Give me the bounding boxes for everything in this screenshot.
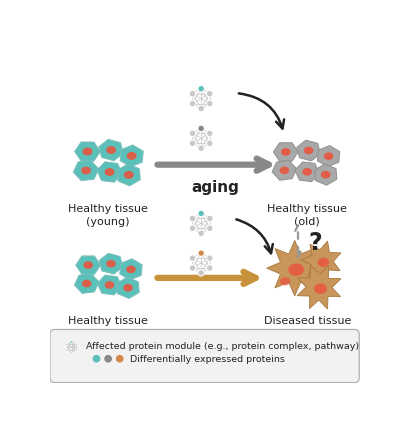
Polygon shape xyxy=(314,165,337,186)
Text: Differentially expressed proteins: Differentially expressed proteins xyxy=(130,354,285,363)
Circle shape xyxy=(189,141,196,147)
Circle shape xyxy=(66,344,68,346)
Text: ?: ? xyxy=(308,230,322,254)
Ellipse shape xyxy=(105,169,114,177)
Circle shape xyxy=(198,270,204,276)
Ellipse shape xyxy=(281,149,290,157)
Polygon shape xyxy=(295,163,320,182)
Circle shape xyxy=(198,126,204,132)
Circle shape xyxy=(206,255,213,262)
Polygon shape xyxy=(97,275,122,295)
Circle shape xyxy=(206,226,213,232)
Circle shape xyxy=(93,355,100,363)
Polygon shape xyxy=(117,165,140,187)
Circle shape xyxy=(189,216,196,222)
Polygon shape xyxy=(99,140,123,161)
Circle shape xyxy=(116,355,124,363)
Ellipse shape xyxy=(304,147,314,155)
Ellipse shape xyxy=(82,148,92,156)
Ellipse shape xyxy=(280,167,289,175)
Ellipse shape xyxy=(324,153,333,161)
Ellipse shape xyxy=(127,153,137,160)
Text: Healthy tissue
(old): Healthy tissue (old) xyxy=(267,204,347,226)
Ellipse shape xyxy=(288,264,304,276)
Circle shape xyxy=(206,216,213,222)
Polygon shape xyxy=(75,143,100,162)
Circle shape xyxy=(189,101,196,108)
Text: Healthy tissue: Healthy tissue xyxy=(68,315,148,325)
Circle shape xyxy=(206,265,213,272)
Polygon shape xyxy=(301,242,341,281)
Ellipse shape xyxy=(83,262,93,269)
Circle shape xyxy=(198,86,204,93)
Ellipse shape xyxy=(302,169,312,176)
Ellipse shape xyxy=(105,282,114,289)
Circle shape xyxy=(189,255,196,262)
Polygon shape xyxy=(297,141,320,162)
Polygon shape xyxy=(120,146,143,167)
Ellipse shape xyxy=(321,172,330,179)
Polygon shape xyxy=(297,266,341,309)
Circle shape xyxy=(189,226,196,232)
Circle shape xyxy=(206,91,213,98)
Circle shape xyxy=(198,146,204,152)
Polygon shape xyxy=(97,163,122,183)
Circle shape xyxy=(198,211,204,217)
Ellipse shape xyxy=(124,172,134,179)
Circle shape xyxy=(206,141,213,147)
Polygon shape xyxy=(74,274,99,294)
Ellipse shape xyxy=(280,278,290,286)
Ellipse shape xyxy=(123,284,133,292)
Polygon shape xyxy=(273,143,298,162)
Text: Healthy tissue
(young): Healthy tissue (young) xyxy=(68,204,148,226)
Circle shape xyxy=(75,349,78,351)
Circle shape xyxy=(70,341,73,343)
Ellipse shape xyxy=(81,167,91,175)
Circle shape xyxy=(66,349,68,351)
Circle shape xyxy=(70,351,73,354)
Polygon shape xyxy=(117,277,139,299)
Circle shape xyxy=(198,230,204,237)
Circle shape xyxy=(206,131,213,137)
Ellipse shape xyxy=(106,260,116,268)
Circle shape xyxy=(198,250,204,257)
Circle shape xyxy=(189,131,196,137)
Ellipse shape xyxy=(314,284,327,294)
Circle shape xyxy=(189,265,196,272)
Circle shape xyxy=(75,344,78,346)
Ellipse shape xyxy=(126,266,136,273)
Polygon shape xyxy=(76,256,100,275)
Polygon shape xyxy=(317,146,340,167)
Circle shape xyxy=(104,355,112,363)
Circle shape xyxy=(198,106,204,113)
Circle shape xyxy=(206,101,213,108)
Circle shape xyxy=(189,91,196,98)
Text: Affected protein module (e.g., protein complex, pathway): Affected protein module (e.g., protein c… xyxy=(86,341,359,350)
Polygon shape xyxy=(73,161,99,181)
Ellipse shape xyxy=(318,258,329,267)
Ellipse shape xyxy=(82,280,92,288)
Polygon shape xyxy=(99,254,123,274)
Text: Diseased tissue: Diseased tissue xyxy=(264,315,351,325)
Polygon shape xyxy=(120,259,142,280)
Text: aging: aging xyxy=(191,180,239,195)
Polygon shape xyxy=(272,161,297,181)
Polygon shape xyxy=(267,241,323,296)
Ellipse shape xyxy=(106,147,116,155)
FancyBboxPatch shape xyxy=(50,330,359,383)
